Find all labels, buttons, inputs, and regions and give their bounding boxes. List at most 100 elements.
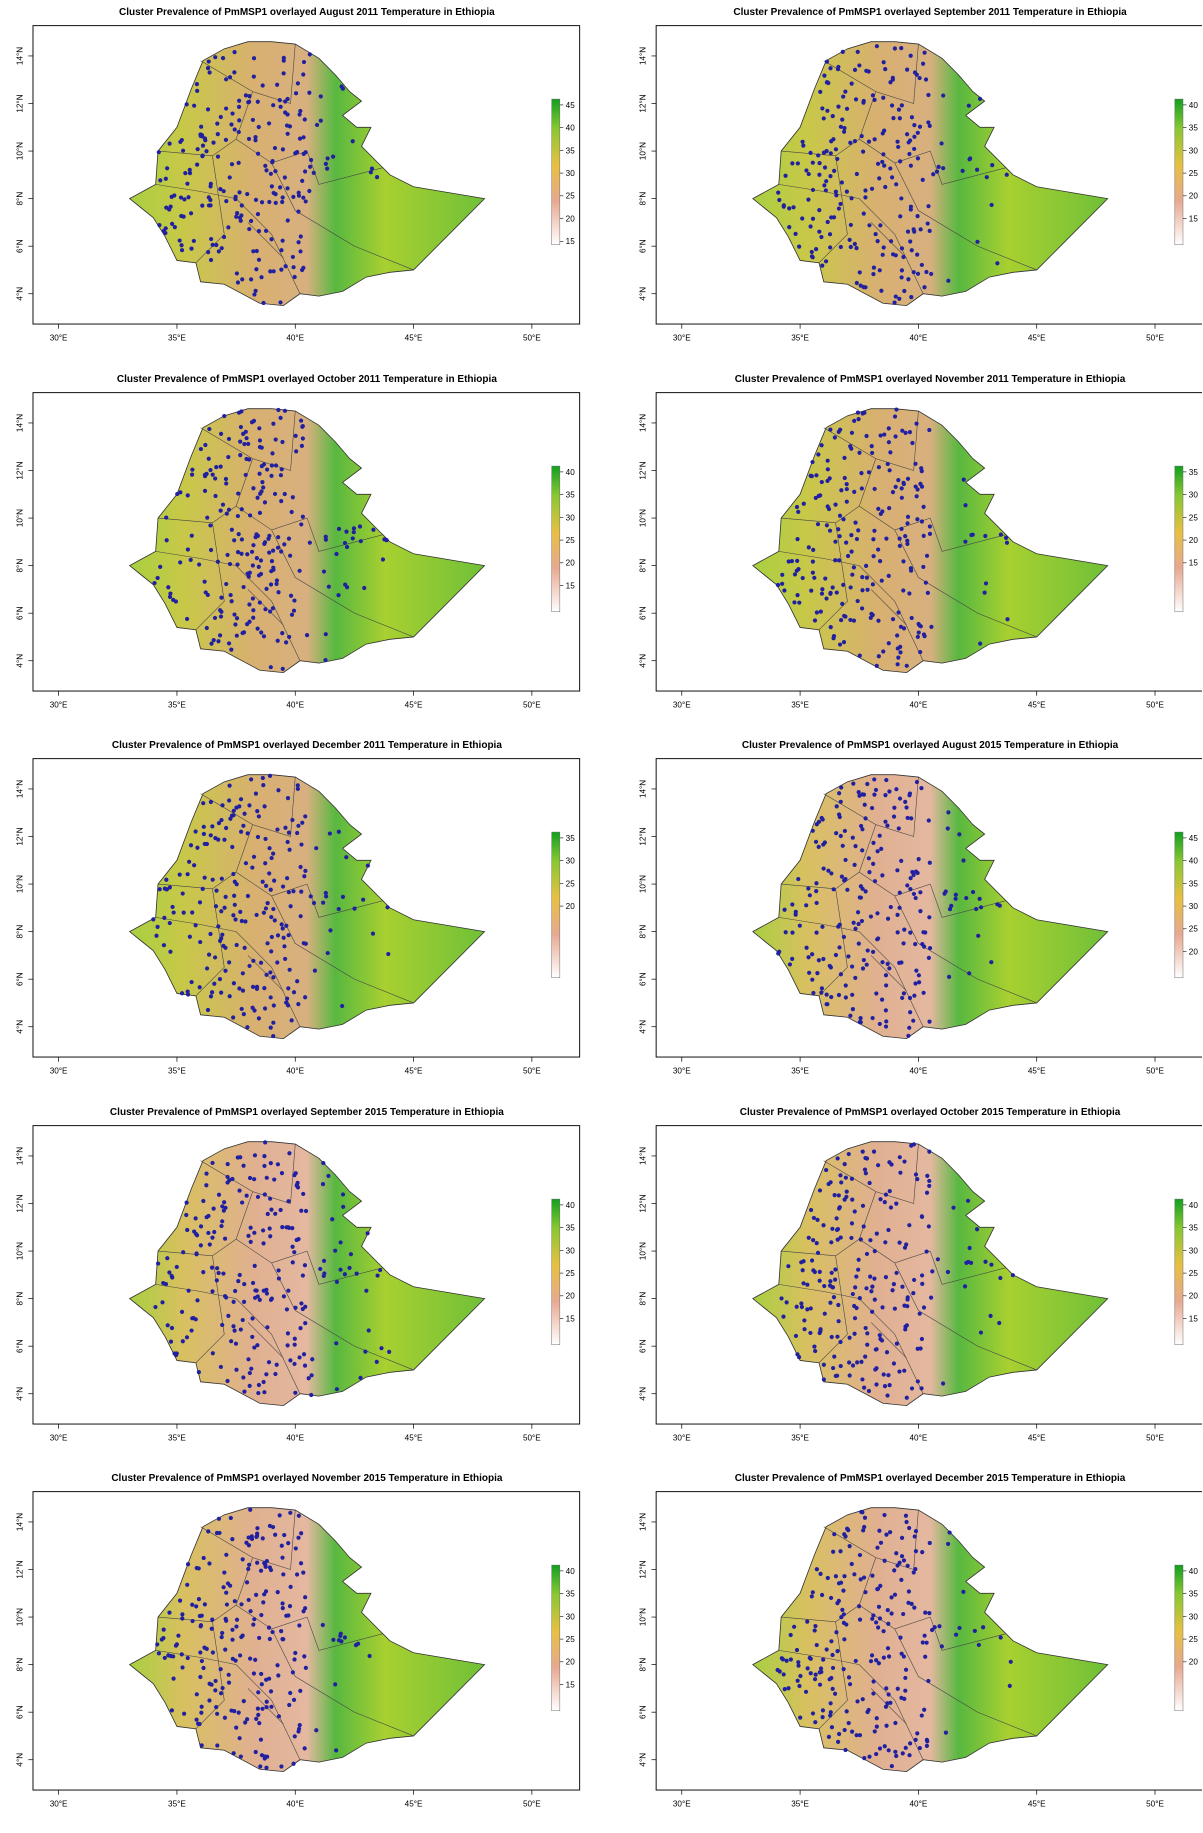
cluster-point [214, 888, 219, 893]
cluster-point [225, 1174, 230, 1179]
region-border [247, 1321, 284, 1359]
cluster-point [348, 1251, 354, 1257]
cluster-point [218, 431, 224, 436]
x-tick-label: 45°E [1028, 1067, 1046, 1076]
cluster-point [857, 450, 862, 455]
plot-frame [32, 391, 581, 692]
cluster-point [181, 910, 186, 915]
cluster-point [174, 1264, 179, 1269]
cluster-point [169, 1325, 175, 1330]
map-panel: Cluster Prevalence of PmMSP1 overlayed S… [639, 7, 1202, 342]
cluster-point [957, 1626, 962, 1631]
cluster-point [193, 829, 198, 834]
cluster-point [926, 818, 931, 823]
map-panel: Cluster Prevalence of PmMSP1 overlayed A… [639, 740, 1202, 1076]
cluster-point [882, 128, 887, 133]
cluster-point [259, 1672, 264, 1677]
cluster-point [241, 1012, 246, 1017]
cluster-point [268, 887, 273, 893]
cluster-point [216, 1270, 221, 1275]
cluster-point [811, 1215, 816, 1220]
cluster-point [267, 1226, 272, 1231]
cluster-point [822, 183, 827, 188]
legend-tick-label: 40 [566, 467, 576, 476]
cluster-point [188, 843, 194, 848]
cluster-point [181, 1249, 186, 1255]
cluster-point [894, 182, 899, 187]
cluster-point [296, 1535, 301, 1541]
cluster-point [832, 1532, 837, 1537]
cluster-point [820, 1715, 825, 1720]
cluster-point [884, 778, 889, 783]
cluster-point [371, 527, 376, 532]
cluster-point [368, 170, 373, 175]
cluster-point [303, 814, 308, 819]
cluster-point [269, 1705, 274, 1710]
cluster-point [807, 1656, 812, 1661]
cluster-point [299, 521, 304, 527]
region-border [818, 1622, 848, 1730]
cluster-point [919, 1214, 924, 1219]
cluster-point [820, 586, 825, 591]
cluster-point [179, 248, 185, 253]
cluster-point [852, 1209, 857, 1214]
cluster-point [260, 479, 265, 484]
cluster-point [833, 189, 838, 194]
legend-tick-label: 35 [1189, 879, 1199, 888]
cluster-point [239, 1007, 244, 1012]
cluster-point [261, 300, 266, 306]
cluster-point [207, 1561, 212, 1567]
cluster-point [178, 489, 183, 495]
cluster-point [333, 1248, 338, 1253]
cluster-point [231, 1751, 236, 1756]
cluster-point [893, 1721, 898, 1726]
cluster-point [805, 1666, 810, 1671]
x-tick-label: 50°E [1146, 1800, 1164, 1809]
cluster-point [267, 846, 272, 851]
cluster-point [884, 1019, 889, 1024]
cluster-point [857, 1295, 862, 1301]
cluster-point [221, 1208, 226, 1213]
cluster-point [367, 1654, 372, 1659]
cluster-point [825, 478, 830, 483]
cluster-point [794, 1304, 799, 1309]
cluster-point [899, 1578, 904, 1583]
cluster-point [872, 792, 877, 797]
cluster-point [914, 968, 919, 973]
cluster-point [927, 427, 932, 432]
cluster-point [870, 1573, 875, 1579]
cluster-point [301, 1609, 306, 1614]
cluster-point [365, 1230, 370, 1236]
cluster-point [848, 584, 853, 590]
cluster-point [852, 241, 857, 247]
cluster-point [187, 859, 192, 865]
map-panel: Cluster Prevalence of PmMSP1 overlayed N… [639, 374, 1202, 709]
cluster-point [263, 1565, 268, 1570]
cluster-point [982, 590, 987, 595]
cluster-point [172, 225, 177, 230]
legend-tick-label: 40 [1189, 101, 1199, 110]
cluster-point [256, 572, 262, 578]
cluster-point [272, 491, 278, 496]
cluster-point [366, 1328, 371, 1333]
cluster-point [835, 1226, 841, 1232]
y-tick-label: 12°N [639, 827, 648, 845]
cluster-point [918, 890, 923, 895]
cluster-point [237, 215, 243, 220]
legend-tick-label: 20 [1189, 1292, 1199, 1301]
cluster-point [912, 1534, 917, 1539]
cluster-point [214, 242, 219, 248]
cluster-point [236, 1278, 241, 1284]
x-tick-label: 40°E [910, 700, 928, 709]
cluster-point [295, 979, 300, 984]
cluster-point [828, 1180, 833, 1185]
cluster-point [842, 1574, 847, 1579]
cluster-point [284, 1000, 289, 1005]
cluster-point [891, 116, 896, 121]
cluster-point [875, 1587, 880, 1592]
cluster-point [161, 1627, 166, 1633]
cluster-point [801, 143, 806, 148]
cluster-point [245, 831, 250, 836]
cluster-point [869, 806, 875, 811]
cluster-point [776, 190, 781, 195]
